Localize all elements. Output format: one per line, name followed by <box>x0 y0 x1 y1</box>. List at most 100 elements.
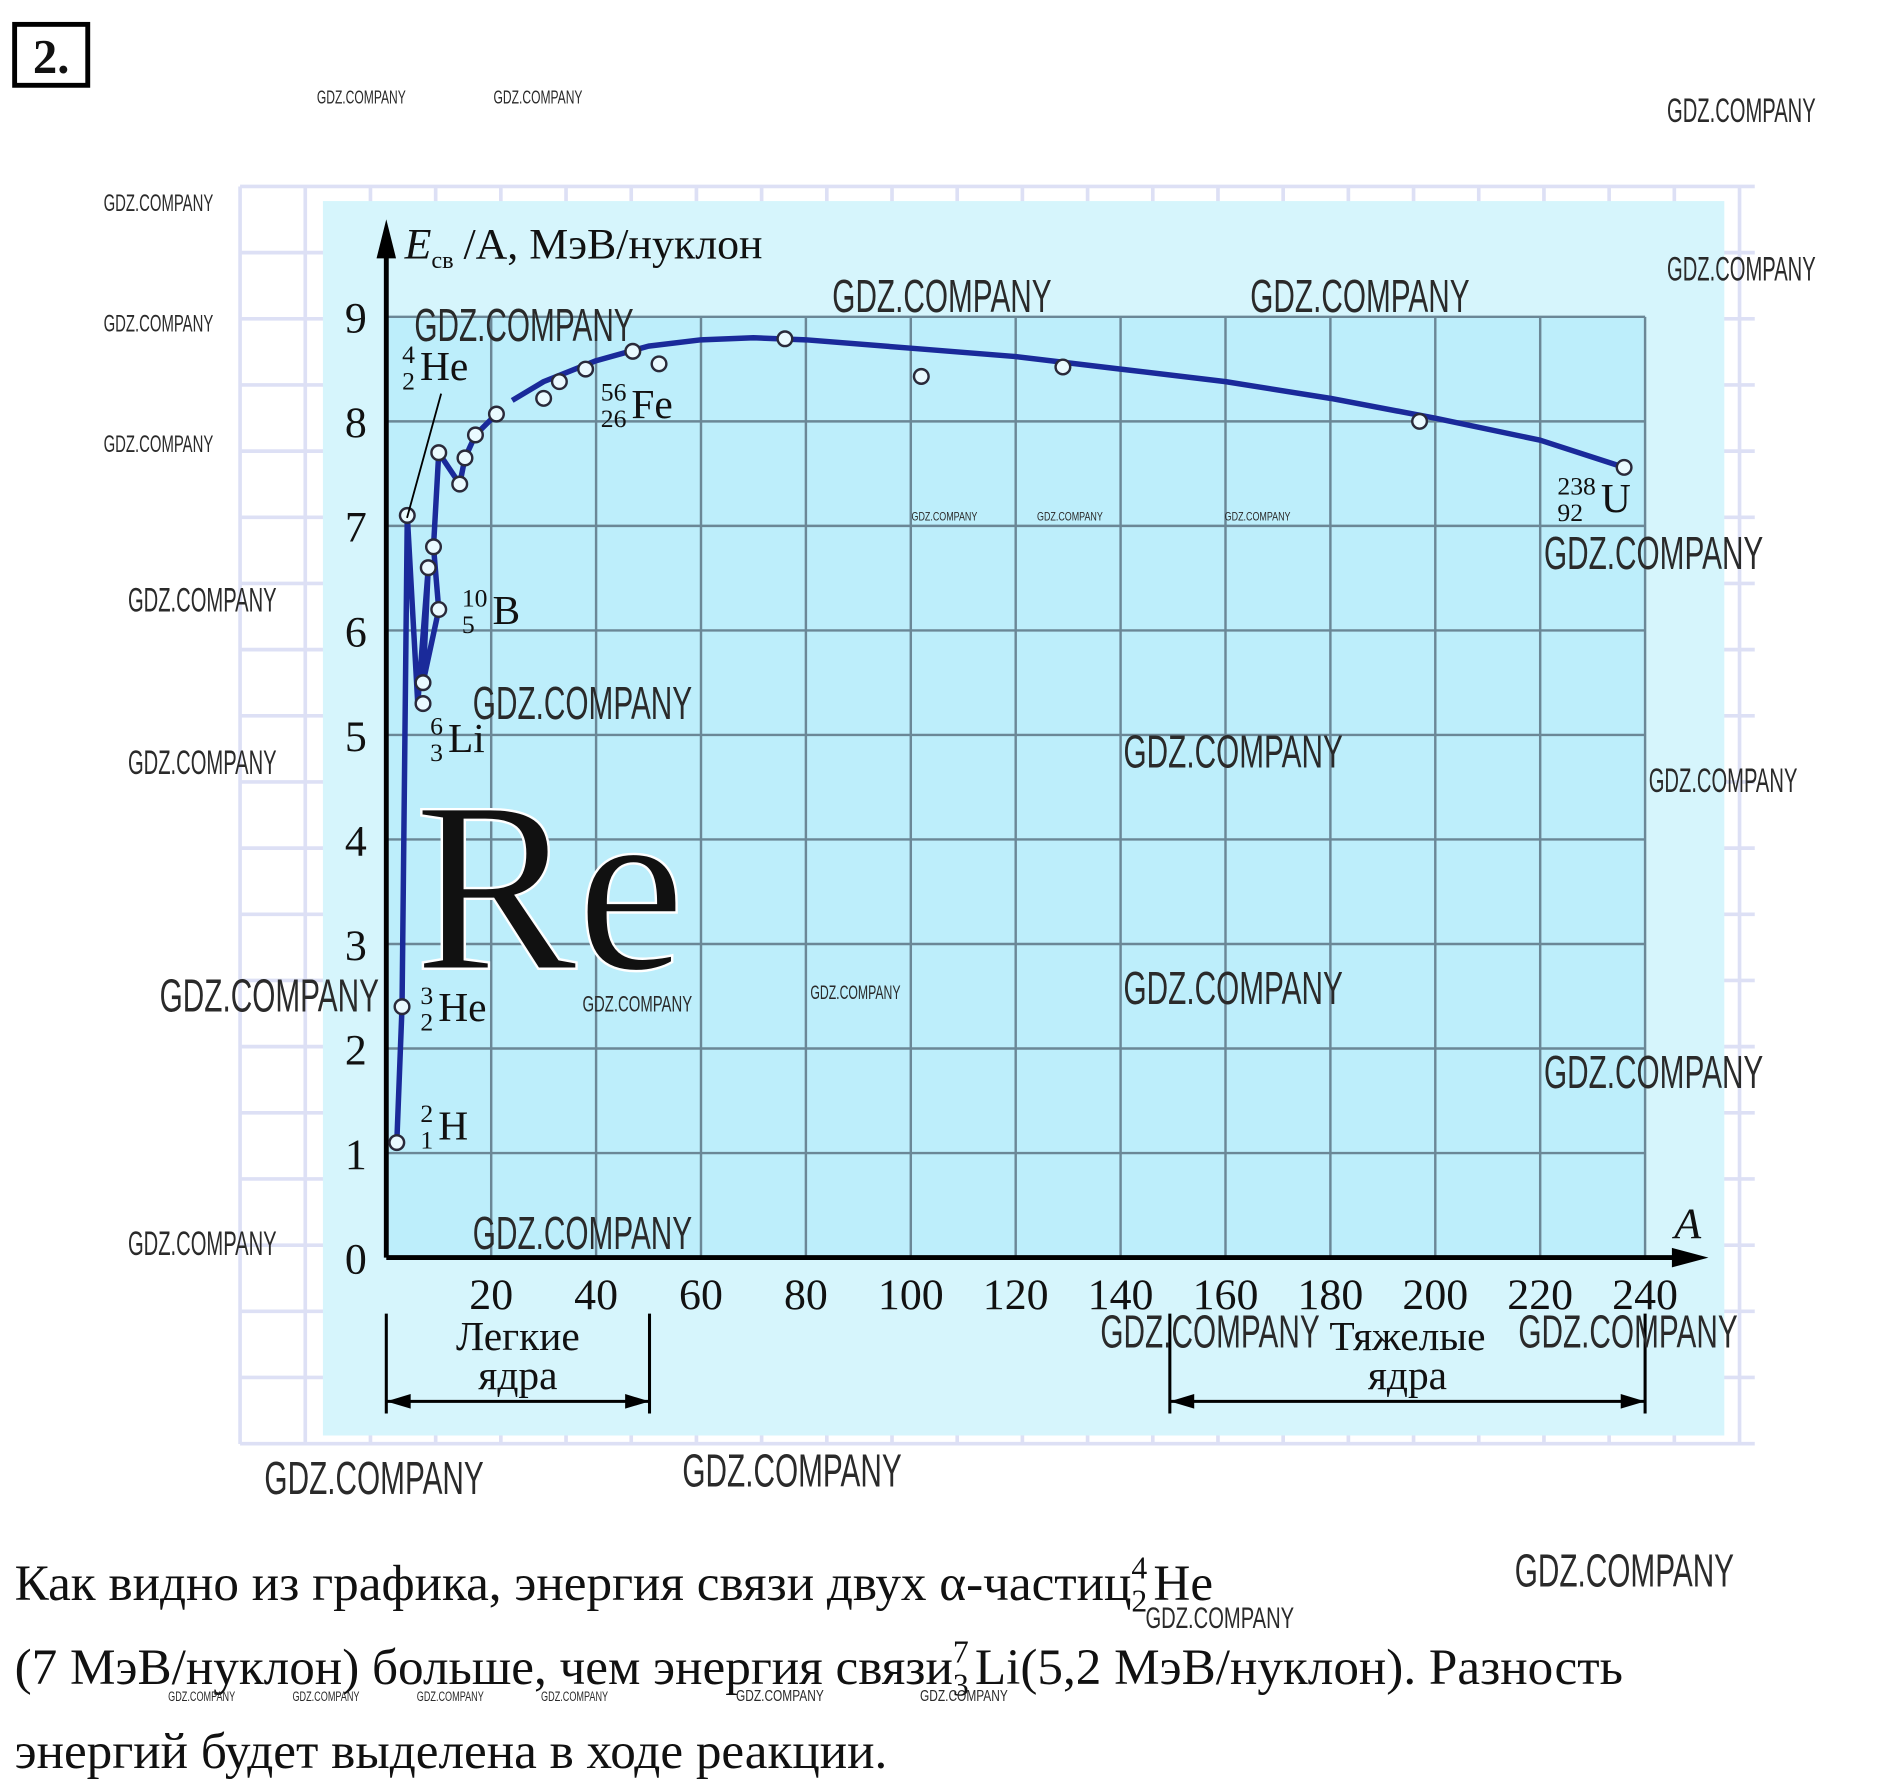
watermark: GDZ.COMPANY <box>1667 92 1816 130</box>
data-point <box>414 695 432 713</box>
data-point <box>424 538 443 556</box>
paragraph-nuclide-charge: 2 <box>1131 1583 1147 1618</box>
nuclide-mass: 2 <box>420 1099 433 1128</box>
data-point <box>1615 458 1633 476</box>
watermark: GDZ.COMPANY <box>104 310 214 337</box>
watermark: GDZ.COMPANY <box>1515 1545 1734 1597</box>
watermark: GDZ.COMPANY <box>1225 509 1291 523</box>
data-point <box>466 426 484 444</box>
nuclide-charge: 92 <box>1557 498 1583 527</box>
watermark: GDZ.COMPANY <box>128 1225 277 1263</box>
watermark: GDZ.COMPANY <box>1145 1603 1294 1635</box>
watermark: GDZ.COMPANY <box>414 299 633 351</box>
paragraph-nuclide-charge: 3 <box>953 1667 969 1702</box>
nuclide-charge: 1 <box>420 1125 433 1154</box>
data-point <box>414 674 432 692</box>
y-tick-label: 1 <box>345 1131 367 1179</box>
watermark: GDZ.COMPANY <box>104 431 214 458</box>
watermark: GDZ.COMPANY <box>160 969 379 1021</box>
watermark: GDZ.COMPANY <box>1250 270 1469 322</box>
data-point <box>776 330 794 348</box>
data-point <box>624 342 642 360</box>
paragraph-nuclide-mass: 7 <box>953 1635 969 1670</box>
x-tick-label: 40 <box>574 1271 618 1319</box>
watermark: GDZ.COMPANY <box>128 582 277 620</box>
watermark: GDZ.COMPANY <box>736 1688 824 1705</box>
data-point <box>1411 412 1429 430</box>
overlay-letters: Re <box>414 752 685 1022</box>
y-tick-label: 8 <box>345 399 367 447</box>
nuclide-charge: 2 <box>402 366 415 395</box>
watermark: GDZ.COMPANY <box>317 87 406 108</box>
data-point <box>430 444 448 462</box>
watermark: GDZ.COMPANY <box>168 1689 235 1704</box>
y-axis-label-rest: /A, МэВ/нуклон <box>463 220 762 268</box>
watermark: GDZ.COMPANY <box>582 991 692 1016</box>
x-tick-label: 60 <box>679 1271 723 1319</box>
y-tick-label: 4 <box>345 817 367 865</box>
data-point <box>456 449 474 467</box>
data-point <box>550 373 568 391</box>
watermark: GDZ.COMPANY <box>1100 1306 1319 1358</box>
binding-energy-curve <box>510 334 1625 470</box>
watermark: GDZ.COMPANY <box>682 1445 901 1497</box>
nuclide-charge: 3 <box>430 738 443 767</box>
nuclide-symbol: B <box>492 587 520 633</box>
x-tick-label: 80 <box>784 1271 828 1319</box>
y-tick-label: 7 <box>345 504 367 552</box>
y-tick-label: 2 <box>345 1026 367 1074</box>
nuclide-mass: 4 <box>402 340 415 369</box>
paragraph-nuclide-symbol: Li <box>975 1639 1020 1696</box>
paragraph-line: (7 МэВ/нуклон) больше, чем энергия связи <box>15 1639 953 1696</box>
y-axis-arrow <box>376 219 397 259</box>
x-tick-label: 200 <box>1402 1271 1468 1319</box>
data-point <box>577 360 595 378</box>
watermark: GDZ.COMPANY <box>1544 527 1763 579</box>
light-nuclei-label: Легкие <box>456 1313 580 1359</box>
heavy-nuclei-label: Тяжелые <box>1329 1313 1485 1359</box>
watermark: GDZ.COMPANY <box>494 87 583 108</box>
watermark: GDZ.COMPANY <box>1518 1306 1737 1358</box>
x-tick-label: 160 <box>1193 1271 1259 1319</box>
number-box <box>12 21 91 88</box>
x-axis-arrow <box>1671 1247 1709 1268</box>
watermark: GDZ.COMPANY <box>1124 962 1343 1014</box>
y-tick-label: 5 <box>345 713 367 761</box>
watermark: GDZ.COMPANY <box>128 744 277 782</box>
nuclide-charge: 2 <box>420 1007 433 1036</box>
nuclide-symbol: He <box>438 984 486 1030</box>
watermark: GDZ.COMPANY <box>417 1689 484 1704</box>
nuclide-mass: 238 <box>1557 471 1596 500</box>
nuclide-mass: 10 <box>462 584 488 613</box>
x-tick-label: 180 <box>1297 1271 1363 1319</box>
paragraph-nuclide-symbol: He <box>1153 1555 1213 1612</box>
watermark: GDZ.COMPANY <box>1037 509 1103 523</box>
paragraph-line: энергий будет выделена в ходе реакции. <box>15 1723 888 1780</box>
watermark: GDZ.COMPANY <box>1124 726 1343 778</box>
watermark: GDZ.COMPANY <box>810 982 900 1004</box>
nuclide-symbol: U <box>1601 475 1631 521</box>
y-axis-label-symbol: E <box>404 220 432 268</box>
y-axis-label: Eсв/A, МэВ/нуклон <box>404 220 763 274</box>
watermark: GDZ.COMPANY <box>920 1688 1008 1705</box>
data-point <box>1054 358 1072 376</box>
paragraph-line: (5,2 МэВ/нуклон). Разность <box>1020 1639 1623 1696</box>
data-point <box>912 367 930 385</box>
light-nuclei-label: ядра <box>478 1352 557 1398</box>
paragraph-nuclide-mass: 4 <box>1131 1550 1147 1585</box>
nuclide-charge: 5 <box>462 610 475 639</box>
y-tick-label: 0 <box>345 1235 367 1283</box>
nuclide-symbol: He <box>420 343 468 389</box>
nuclide-symbol: H <box>438 1102 468 1148</box>
nuclide-mass: 6 <box>430 711 443 740</box>
data-point <box>388 1134 406 1152</box>
y-tick-label: 3 <box>345 922 367 970</box>
watermark: GDZ.COMPANY <box>104 190 214 217</box>
nuclide-mass: 56 <box>601 378 627 407</box>
watermark: GDZ.COMPANY <box>473 1207 692 1259</box>
nuclide-symbol: Li <box>448 715 485 761</box>
x-tick-label: 220 <box>1507 1271 1573 1319</box>
x-tick-label: 140 <box>1088 1271 1154 1319</box>
y-tick-label: 6 <box>345 608 367 656</box>
